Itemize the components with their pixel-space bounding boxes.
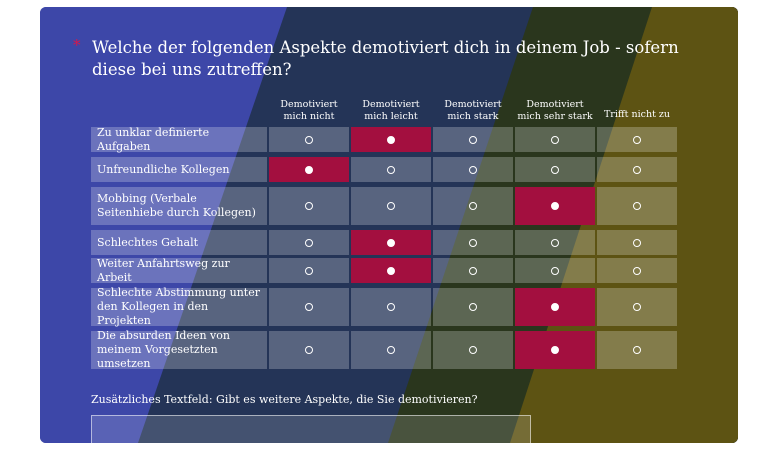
- column-header-nicht: Demotiviert mich nicht: [280, 99, 338, 122]
- radio-empty-icon[interactable]: [387, 303, 395, 311]
- radio-empty-icon[interactable]: [469, 135, 477, 144]
- radio-empty-icon[interactable]: [633, 266, 641, 275]
- radio-cell[interactable]: [351, 288, 431, 326]
- row-label: Zu unklar definierte Aufgaben: [91, 126, 267, 153]
- radio-cell[interactable]: [515, 230, 595, 255]
- radio-cell[interactable]: [351, 258, 431, 283]
- radio-cell[interactable]: [351, 157, 431, 182]
- radio-empty-icon[interactable]: [305, 346, 313, 354]
- radio-cell[interactable]: [269, 331, 349, 369]
- radio-empty-icon[interactable]: [305, 303, 313, 311]
- radio-cell[interactable]: [269, 230, 349, 255]
- radio-cell[interactable]: [351, 331, 431, 369]
- radio-cell[interactable]: [269, 157, 349, 182]
- radio-empty-icon[interactable]: [305, 202, 313, 210]
- radio-cell[interactable]: [597, 230, 677, 255]
- row-label: Schlechtes Gehalt: [91, 230, 267, 255]
- radio-cell[interactable]: [433, 157, 513, 182]
- radio-cell[interactable]: [433, 127, 513, 152]
- radio-cell[interactable]: [515, 127, 595, 152]
- radio-cell[interactable]: [597, 187, 677, 225]
- radio-cell[interactable]: [515, 258, 595, 283]
- radio-empty-icon[interactable]: [633, 346, 641, 354]
- radio-cell[interactable]: [597, 127, 677, 152]
- radio-selected-icon[interactable]: [387, 238, 395, 247]
- radio-empty-icon[interactable]: [551, 165, 559, 174]
- radio-cell[interactable]: [597, 258, 677, 283]
- radio-empty-icon[interactable]: [469, 346, 477, 354]
- radio-cell[interactable]: [351, 187, 431, 225]
- radio-cell[interactable]: [433, 288, 513, 326]
- radio-cell[interactable]: [515, 157, 595, 182]
- radio-empty-icon[interactable]: [469, 238, 477, 247]
- radio-cell[interactable]: [433, 187, 513, 225]
- radio-cell[interactable]: [269, 187, 349, 225]
- radio-empty-icon[interactable]: [469, 202, 477, 210]
- radio-cell[interactable]: [433, 258, 513, 283]
- row-label: Mobbing (Verbale Seitenhiebe durch Kolle…: [91, 187, 267, 225]
- radio-empty-icon[interactable]: [633, 135, 641, 144]
- radio-cell[interactable]: [269, 258, 349, 283]
- required-marker: *: [73, 36, 81, 54]
- radio-cell[interactable]: [515, 331, 595, 369]
- radio-empty-icon[interactable]: [305, 238, 313, 247]
- column-header-sehr-stark: Demotiviert mich sehr stark: [517, 99, 593, 122]
- row-label: Weiter Anfahrtsweg zur Arbeit: [91, 257, 267, 284]
- radio-empty-icon[interactable]: [551, 238, 559, 247]
- row-label: Unfreundliche Kollegen: [91, 157, 267, 182]
- radio-empty-icon[interactable]: [551, 266, 559, 275]
- radio-selected-icon[interactable]: [305, 165, 313, 174]
- radio-empty-icon[interactable]: [633, 165, 641, 174]
- radio-empty-icon[interactable]: [469, 165, 477, 174]
- question-title: Welche der folgenden Aspekte demotiviert…: [92, 38, 679, 79]
- radio-empty-icon[interactable]: [469, 303, 477, 311]
- column-header-stark: Demotiviert mich stark: [444, 99, 502, 122]
- radio-empty-icon[interactable]: [469, 266, 477, 275]
- radio-cell[interactable]: [269, 288, 349, 326]
- column-header-leicht: Demotiviert mich leicht: [362, 99, 420, 122]
- radio-empty-icon[interactable]: [305, 135, 313, 144]
- radio-cell[interactable]: [515, 288, 595, 326]
- radio-cell[interactable]: [433, 230, 513, 255]
- radio-empty-icon[interactable]: [633, 202, 641, 210]
- radio-empty-icon[interactable]: [387, 165, 395, 174]
- radio-selected-icon[interactable]: [551, 303, 559, 311]
- radio-selected-icon[interactable]: [551, 346, 559, 354]
- radio-empty-icon[interactable]: [551, 135, 559, 144]
- radio-cell[interactable]: [515, 187, 595, 225]
- radio-empty-icon[interactable]: [633, 238, 641, 247]
- radio-cell[interactable]: [351, 127, 431, 152]
- survey-card: * Welche der folgenden Aspekte demotivie…: [40, 7, 738, 443]
- radio-empty-icon[interactable]: [633, 303, 641, 311]
- radio-selected-icon[interactable]: [387, 266, 395, 275]
- extra-field-label: Zusätzliches Textfeld: Gibt es weitere A…: [91, 393, 478, 406]
- radio-empty-icon[interactable]: [387, 346, 395, 354]
- radio-empty-icon[interactable]: [305, 266, 313, 275]
- radio-cell[interactable]: [597, 288, 677, 326]
- column-header-trifft-nicht-zu: Trifft nicht zu: [603, 109, 671, 120]
- extra-textfield[interactable]: [91, 415, 531, 443]
- radio-cell[interactable]: [433, 331, 513, 369]
- row-label: Die absurden Ideen von meinem Vorgesetzt…: [91, 329, 267, 370]
- radio-selected-icon[interactable]: [551, 202, 559, 210]
- radio-selected-icon[interactable]: [387, 135, 395, 144]
- radio-cell[interactable]: [597, 331, 677, 369]
- radio-cell[interactable]: [269, 127, 349, 152]
- radio-cell[interactable]: [351, 230, 431, 255]
- row-label: Schlechte Abstimmung unter den Kollegen …: [91, 286, 267, 327]
- radio-cell[interactable]: [597, 157, 677, 182]
- radio-empty-icon[interactable]: [387, 202, 395, 210]
